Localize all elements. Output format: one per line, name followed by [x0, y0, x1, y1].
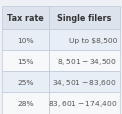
Text: 10%: 10%	[18, 37, 34, 43]
Bar	[2, 51, 49, 72]
Text: $34,501 - $83,600: $34,501 - $83,600	[52, 77, 117, 87]
Bar	[2, 93, 49, 114]
Text: Up to $8,500: Up to $8,500	[69, 37, 117, 43]
Bar	[49, 51, 120, 72]
Text: Single filers: Single filers	[57, 14, 112, 23]
Text: $8,501 - $34,500: $8,501 - $34,500	[57, 56, 117, 66]
Bar	[49, 93, 120, 114]
Text: 15%: 15%	[18, 58, 34, 64]
Text: $83,601 - $174,400: $83,601 - $174,400	[48, 98, 117, 108]
Bar	[2, 72, 49, 93]
Text: 25%: 25%	[18, 79, 34, 85]
Bar	[49, 7, 120, 30]
Bar	[49, 72, 120, 93]
Text: 28%: 28%	[18, 100, 34, 106]
Bar	[49, 30, 120, 51]
Bar	[2, 30, 49, 51]
Bar	[2, 7, 49, 30]
Text: Tax rate: Tax rate	[7, 14, 44, 23]
